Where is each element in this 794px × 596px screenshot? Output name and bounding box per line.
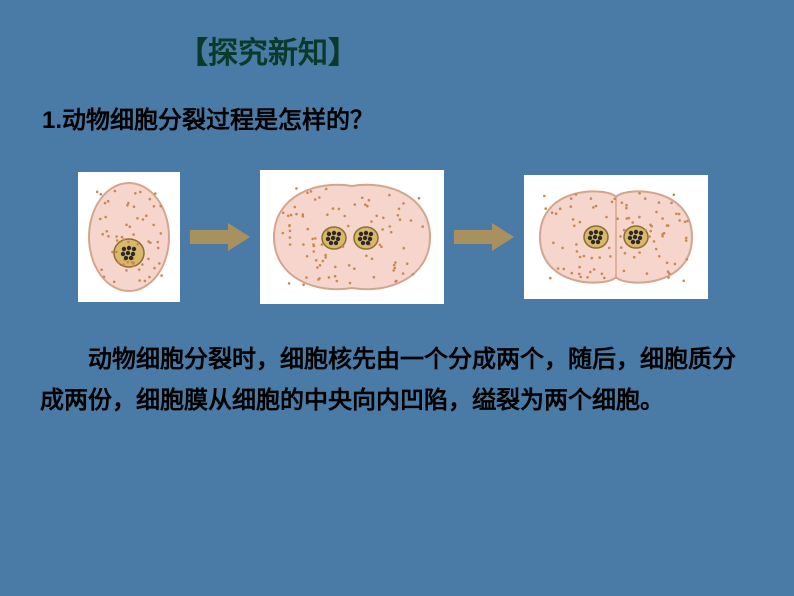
two-cells-icon: [530, 181, 702, 293]
question-text: 1.动物细胞分裂过程是怎样的？: [42, 100, 374, 135]
dividing-cell-icon: [266, 176, 438, 298]
cell-stage-1: [78, 172, 180, 302]
section-title: 【探究新知】: [178, 28, 358, 72]
arrow-icon: [190, 223, 250, 251]
cell-stage-2: [260, 170, 444, 304]
cell-division-diagram: [78, 170, 708, 304]
single-cell-icon: [84, 178, 174, 296]
explanation-text: 动物细胞分裂时，细胞核先由一个分成两个，随后，细胞质分成两份，细胞膜从细胞的中央…: [40, 340, 754, 422]
cell-stage-3: [524, 175, 708, 299]
arrow-icon: [454, 223, 514, 251]
